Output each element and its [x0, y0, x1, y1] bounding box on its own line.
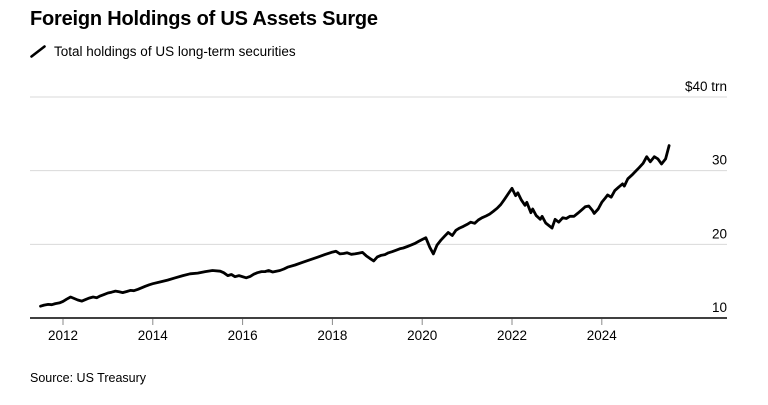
- y-axis-label: 10: [712, 300, 727, 315]
- source-note: Source: US Treasury: [30, 371, 147, 385]
- x-tick-label: 2020: [407, 328, 437, 343]
- x-tick-label: 2016: [228, 328, 258, 343]
- chart-legend: Total holdings of US long-term securitie…: [30, 44, 296, 59]
- line-series-marker-icon: [30, 45, 46, 58]
- x-tick-label: 2012: [48, 328, 78, 343]
- x-tick-label: 2022: [497, 328, 527, 343]
- y-axis-label: $40 trn: [685, 79, 727, 94]
- x-tick-label: 2024: [587, 328, 618, 343]
- y-axis-label: 20: [712, 226, 727, 241]
- total-holdings-line: [39, 144, 671, 308]
- y-axis-label: 30: [712, 153, 727, 168]
- x-tick-label: 2018: [317, 328, 347, 343]
- x-tick-label: 2014: [138, 328, 169, 343]
- chart-title: Foreign Holdings of US Assets Surge: [30, 8, 378, 30]
- legend-label: Total holdings of US long-term securitie…: [54, 44, 296, 59]
